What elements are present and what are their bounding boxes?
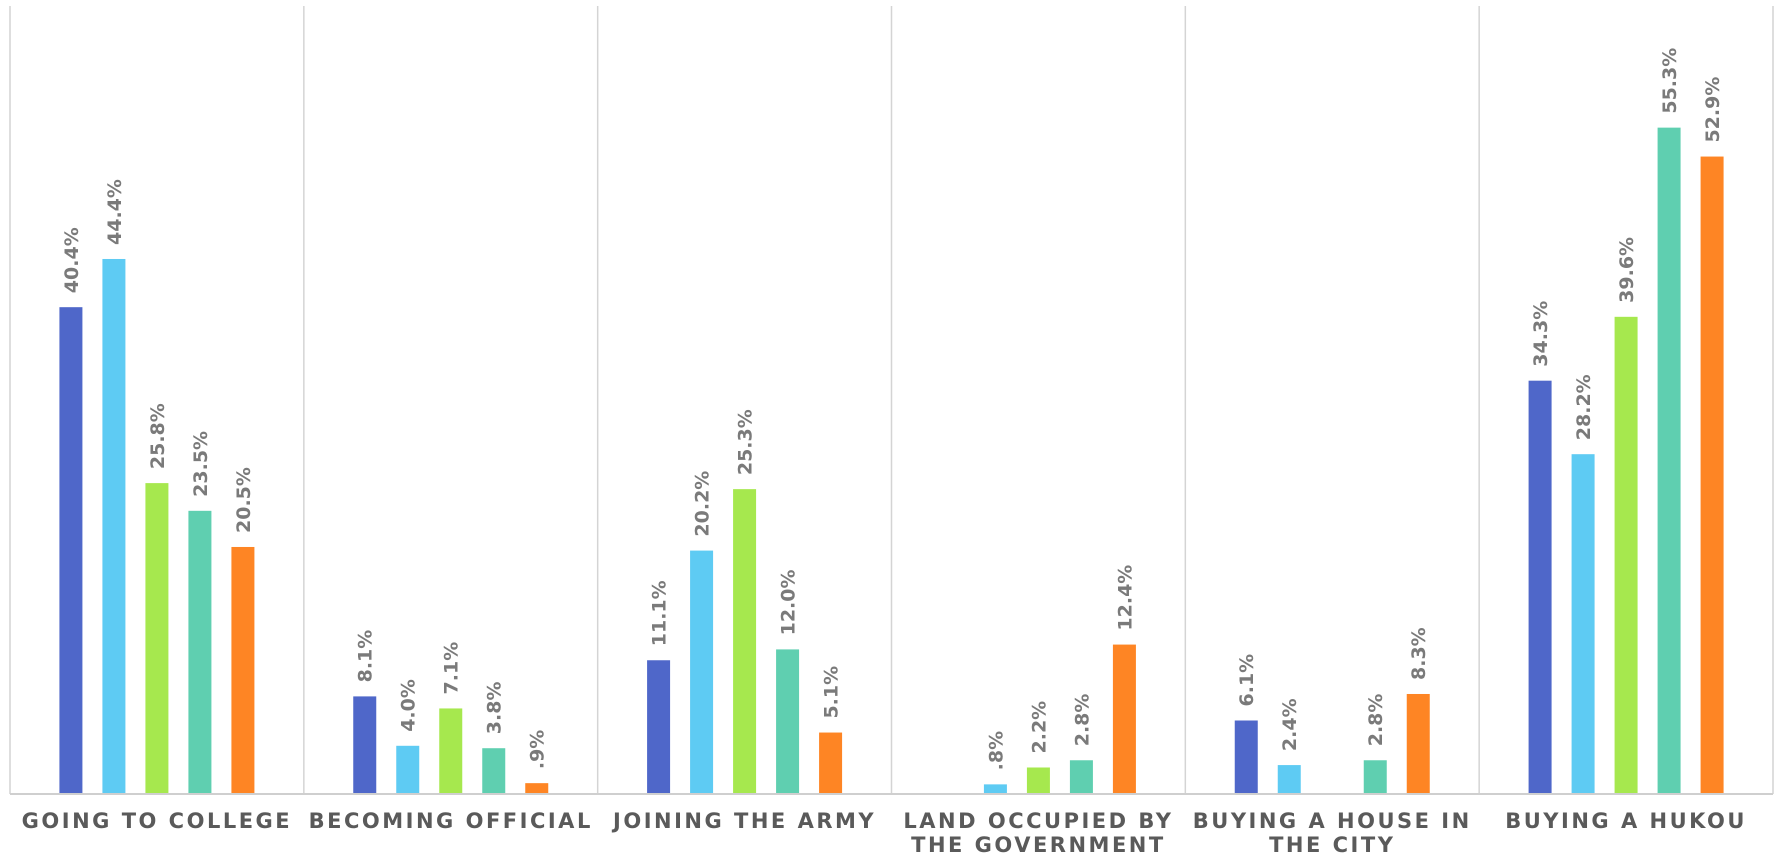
bar (1026, 767, 1050, 794)
bar (231, 546, 255, 794)
data-label: 12.0% (778, 569, 800, 635)
data-label: 25.3% (735, 409, 757, 475)
data-label: 25.8% (147, 403, 169, 469)
data-label: 5.1% (821, 666, 843, 719)
data-label: 2.8% (1071, 694, 1093, 747)
bar (1406, 693, 1430, 794)
x-tick-label: BUYING A HOUSE IN (1193, 809, 1472, 833)
bar (482, 748, 506, 794)
data-label: 3.8% (484, 682, 506, 735)
x-tick-label: JOINING THE ARMY (611, 809, 876, 833)
x-tick-label: LAND OCCUPIED BY (903, 809, 1173, 833)
data-label: 11.1% (649, 580, 671, 646)
bar (1363, 760, 1387, 794)
bar (1277, 765, 1301, 794)
x-tick-label: THE GOVERNMENT (911, 833, 1166, 855)
data-label: 4.0% (398, 679, 420, 732)
data-label: .8% (985, 731, 1007, 770)
bar (1657, 127, 1681, 794)
bar (1571, 454, 1595, 794)
bar (1069, 760, 1093, 794)
data-label: .9% (527, 730, 549, 769)
data-label: 52.9% (1702, 77, 1724, 143)
data-label: 2.8% (1365, 694, 1387, 747)
data-label: 44.4% (104, 179, 126, 245)
data-label: 28.2% (1573, 374, 1595, 440)
data-label: 8.3% (1408, 627, 1430, 680)
category-separators (9, 6, 1774, 794)
bar (733, 489, 757, 794)
data-label: 40.4% (61, 227, 83, 293)
bar (59, 307, 83, 794)
bar (1528, 380, 1552, 794)
bar (647, 660, 671, 794)
data-label: 39.6% (1616, 237, 1638, 303)
data-label: 23.5% (190, 431, 212, 497)
x-tick-label: BECOMING OFFICIAL (309, 809, 593, 833)
bar (1700, 156, 1724, 794)
data-labels: 40.4% 44.4% 25.8% 23.5% 20.5% 8.1% 4.0% 7.1% 3.8… (61, 48, 1724, 771)
data-label: 6.1% (1236, 654, 1258, 707)
bar (525, 783, 549, 794)
bar (353, 696, 377, 794)
bar (1234, 720, 1258, 794)
x-tick-label: GOING TO COLLEGE (22, 809, 292, 833)
x-tick-label: BUYING A HUKOU (1505, 809, 1747, 833)
data-label: 34.3% (1530, 301, 1552, 367)
data-label: 20.2% (692, 471, 714, 537)
bar (145, 483, 169, 794)
bars (59, 127, 1724, 795)
bar (690, 550, 714, 794)
data-label: 12.4% (1114, 565, 1136, 631)
bar (1112, 644, 1136, 794)
x-axis-tick-labels: GOING TO COLLEGE BECOMING OFFICIAL JOINING… (22, 809, 1747, 855)
bar (819, 732, 843, 794)
data-label: 2.4% (1279, 698, 1301, 751)
bar (396, 745, 420, 794)
bar (439, 708, 463, 794)
data-label: 7.1% (441, 642, 463, 695)
x-tick-label: THE CITY (1269, 833, 1395, 855)
data-label: 20.5% (233, 467, 255, 533)
bar (1614, 316, 1638, 794)
data-label: 2.2% (1028, 701, 1050, 754)
bar (983, 784, 1007, 794)
bar (776, 649, 800, 794)
data-label: 55.3% (1659, 48, 1681, 114)
bar (188, 510, 212, 794)
data-label: 8.1% (355, 630, 377, 683)
bar (102, 258, 126, 795)
